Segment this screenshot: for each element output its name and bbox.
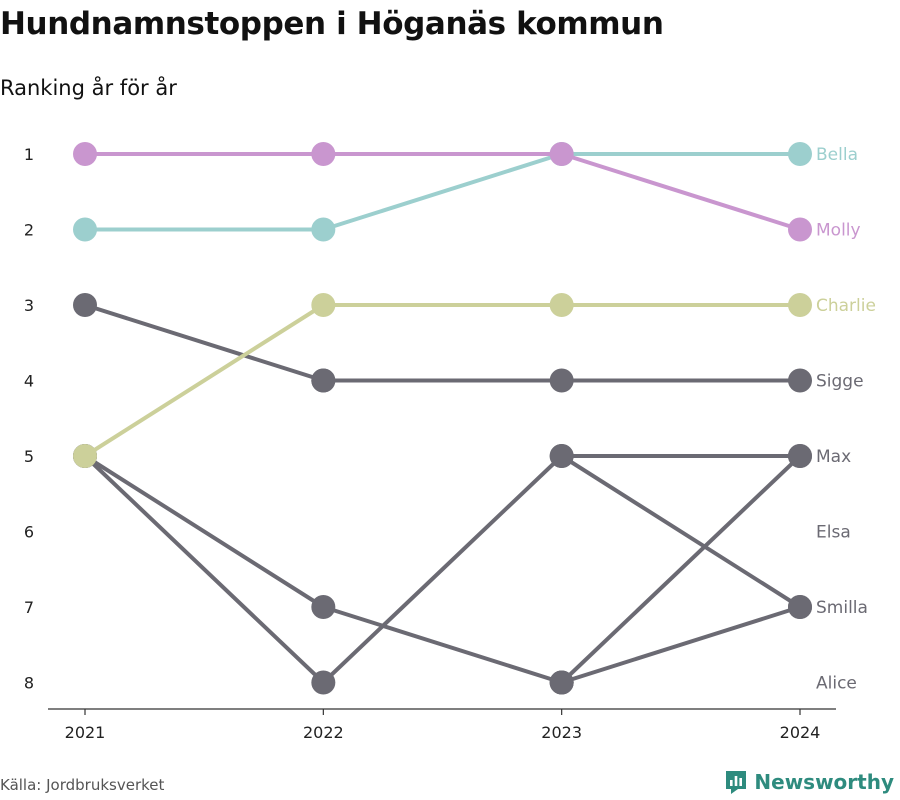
data-point — [311, 595, 336, 619]
y-tick-label: 4 — [24, 372, 34, 391]
series-segment — [559, 454, 802, 685]
series-smilla — [549, 595, 812, 695]
series-segment — [559, 152, 802, 232]
end-label-molly: Molly — [816, 221, 861, 241]
series-segment — [83, 454, 326, 685]
series-segment — [559, 605, 802, 685]
end-label-charlie: Charlie — [816, 296, 876, 316]
data-point — [549, 444, 574, 468]
source-note: Källa: Jordbruksverket — [0, 776, 165, 794]
data-point — [788, 293, 812, 317]
data-point — [549, 368, 574, 393]
bar-chart-logo-icon — [726, 771, 747, 794]
series-segment — [83, 303, 326, 458]
end-label-max: Max — [816, 447, 851, 467]
series-segment — [321, 605, 564, 685]
series-segment — [83, 303, 326, 383]
brand-logo: Newsworthy — [724, 769, 894, 795]
data-point — [311, 217, 336, 242]
y-tick-label: 3 — [24, 296, 34, 315]
y-tick-label: 6 — [24, 523, 34, 542]
data-point — [788, 217, 812, 242]
series-segment — [83, 454, 326, 609]
series-molly — [73, 142, 812, 242]
end-label-smilla: Smilla — [816, 598, 868, 618]
end-label-elsa: Elsa — [816, 523, 851, 543]
data-point — [788, 142, 812, 166]
y-tick-label: 1 — [24, 145, 34, 164]
data-point — [311, 293, 336, 317]
y-tick-label: 7 — [24, 598, 34, 617]
series-alice — [73, 444, 574, 695]
series-max — [73, 444, 812, 695]
data-point — [788, 368, 812, 393]
brand-name: Newsworthy — [754, 770, 894, 794]
y-tick-label: 5 — [24, 447, 34, 466]
series-charlie — [73, 293, 812, 468]
data-point — [73, 217, 97, 242]
series-smilla-2023 — [549, 444, 812, 619]
end-label-bella: Bella — [816, 145, 858, 165]
y-tick-label: 8 — [24, 674, 34, 693]
data-point — [311, 368, 336, 393]
data-point — [788, 444, 812, 468]
end-label-sigge: Sigge — [816, 372, 864, 392]
series-segment — [559, 454, 802, 609]
series-bella — [73, 142, 812, 242]
series-segment — [321, 152, 564, 232]
series-sigge — [311, 368, 812, 393]
data-point — [549, 670, 574, 695]
data-point — [788, 595, 812, 619]
x-tick-label: 2023 — [541, 723, 582, 742]
end-label-alice: Alice — [816, 674, 857, 694]
data-point — [549, 293, 574, 317]
data-point — [549, 142, 574, 166]
chart-title: Hundnamnstoppen i Höganäs kommun — [0, 6, 664, 42]
data-point — [311, 142, 336, 166]
chart-subtitle: Ranking år för år — [0, 76, 177, 100]
x-tick-label: 2024 — [780, 723, 821, 742]
x-tick-label: 2021 — [65, 723, 106, 742]
data-point — [73, 444, 97, 468]
series-max-2023 — [549, 444, 812, 695]
x-tick-label: 2022 — [303, 723, 344, 742]
data-point — [73, 293, 97, 317]
series-elsa — [73, 293, 336, 393]
series-segment — [321, 454, 564, 685]
data-point — [311, 670, 336, 695]
y-tick-label: 2 — [24, 221, 34, 240]
data-point — [73, 142, 97, 166]
